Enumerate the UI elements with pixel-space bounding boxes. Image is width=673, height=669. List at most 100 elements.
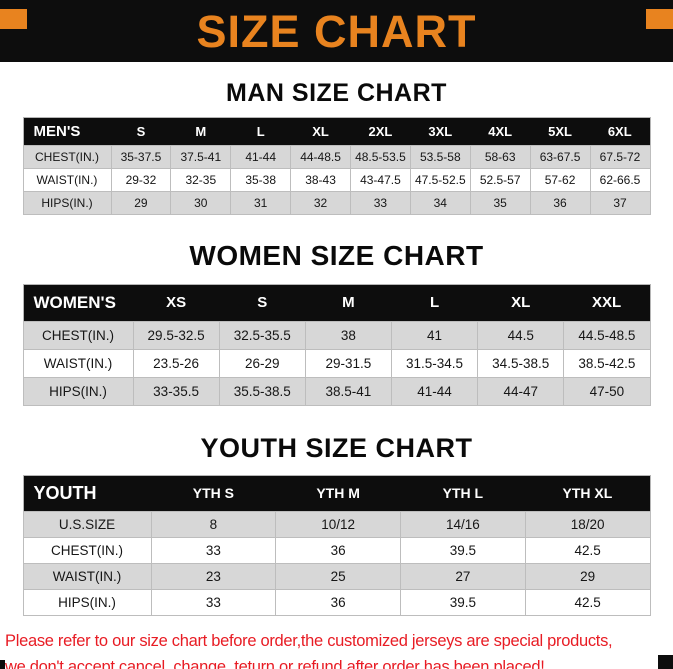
size-column-header: L [391, 284, 478, 322]
size-value-cell: 35 [469, 190, 531, 215]
size-value-cell: 33-35.5 [132, 376, 220, 406]
corner-accent-bottom-right [658, 655, 673, 669]
size-column-header: XS [133, 284, 220, 322]
table-row: WAIST(IN.) 29-32 32-35 35-38 38-43 43-47.5 47.… [22, 167, 651, 192]
size-value-cell: 41-44 [390, 376, 479, 406]
table-row: WAIST(IN.) 23.5-26 26-29 29-31.5 31.5-34.5 34… [22, 348, 651, 378]
size-value-cell: 57-62 [529, 167, 591, 192]
size-value-cell: 33 [150, 536, 277, 564]
row-label: HIPS(IN.) [22, 376, 134, 406]
row-label: WAIST(IN.) [22, 167, 112, 192]
size-column-header: S [111, 117, 171, 146]
size-value-cell: 44-48.5 [290, 144, 351, 169]
size-value-cell: 30 [170, 190, 232, 215]
row-label: WAIST(IN.) [22, 348, 134, 378]
women-size-section: WOMEN SIZE CHART WOMEN'S XS S M L XL XXL CHEST(… [0, 240, 673, 406]
size-value-cell: 67.5-72 [589, 144, 651, 169]
size-column-header: YTH XL [525, 475, 650, 512]
page-title: SIZE CHART [196, 5, 477, 57]
table-row: HIPS(IN.) 33 36 39.5 42.5 [22, 588, 651, 616]
size-value-cell: 62-66.5 [589, 167, 651, 192]
table-header-row: YOUTH YTH S YTH M YTH L YTH XL [23, 475, 650, 512]
table-header-row: MEN'S S M L XL 2XL 3XL 4XL 5XL 6XL [23, 117, 650, 146]
size-column-header: 5XL [530, 117, 590, 146]
size-value-cell: 44.5-48.5 [563, 320, 651, 350]
size-column-header: 6XL [590, 117, 650, 146]
size-value-cell: 36 [529, 190, 591, 215]
size-value-cell: 25 [275, 562, 401, 590]
size-value-cell: 35-37.5 [110, 144, 172, 169]
table-corner-header: MEN'S [23, 117, 111, 146]
size-value-cell: 33 [350, 190, 411, 215]
size-value-cell: 41-44 [230, 144, 292, 169]
size-value-cell: 23.5-26 [132, 348, 220, 378]
size-column-header: 4XL [470, 117, 531, 146]
size-value-cell: 44.5 [477, 320, 565, 350]
size-column-header: S [219, 284, 306, 322]
size-column-header: M [170, 117, 231, 146]
size-value-cell: 38.5-42.5 [563, 348, 651, 378]
table-row: CHEST(IN.) 29.5-32.5 32.5-35.5 38 41 44.5 44.5… [22, 320, 651, 350]
size-value-cell: 18/20 [524, 510, 651, 538]
women-size-table: WOMEN'S XS S M L XL XXL CHEST(IN.) 29.5-32.5 32.5… [22, 283, 651, 406]
table-corner-header: WOMEN'S [23, 284, 133, 322]
row-label: HIPS(IN.) [22, 190, 112, 215]
table-row: HIPS(IN.) 29 30 31 32 33 34 35 36 37 [22, 190, 651, 215]
size-value-cell: 23 [150, 562, 277, 590]
men-size-table: MEN'S S M L XL 2XL 3XL 4XL 5XL 6XL CHEST(IN.) 35-37… [22, 116, 651, 215]
size-value-cell: 26-29 [218, 348, 306, 378]
size-value-cell: 39.5 [400, 588, 526, 616]
size-column-header: YTH S [151, 475, 276, 512]
table-row: CHEST(IN.) 33 36 39.5 42.5 [22, 536, 651, 564]
size-value-cell: 43-47.5 [350, 167, 411, 192]
size-value-cell: 47.5-52.5 [409, 167, 471, 192]
size-value-cell: 29 [110, 190, 172, 215]
table-row: U.S.SIZE 8 10/12 14/16 18/20 [22, 510, 651, 538]
table-row: WAIST(IN.) 23 25 27 29 [22, 562, 651, 590]
size-value-cell: 44-47 [477, 376, 565, 406]
size-value-cell: 42.5 [524, 536, 651, 564]
corner-accent-top-right [646, 9, 673, 29]
size-column-header: L [230, 117, 291, 146]
size-value-cell: 37 [589, 190, 651, 215]
size-column-header: XXL [563, 284, 650, 322]
size-column-header: 2XL [350, 117, 411, 146]
size-value-cell: 29-31.5 [304, 348, 392, 378]
size-column-header: YTH M [275, 475, 401, 512]
table-row: CHEST(IN.) 35-37.5 37.5-41 41-44 44-48.5 48.5… [22, 144, 651, 169]
row-label: WAIST(IN.) [22, 562, 152, 590]
row-label: U.S.SIZE [22, 510, 152, 538]
table-corner-header: YOUTH [23, 475, 151, 512]
size-value-cell: 32 [290, 190, 351, 215]
corner-accent-top-left [0, 9, 27, 29]
size-value-cell: 42.5 [524, 588, 651, 616]
size-value-cell: 31.5-34.5 [390, 348, 479, 378]
size-value-cell: 27 [400, 562, 526, 590]
size-value-cell: 8 [150, 510, 277, 538]
size-column-header: 3XL [410, 117, 471, 146]
row-label: CHEST(IN.) [22, 144, 112, 169]
footer-note-line1: Please refer to our size chart before or… [5, 631, 613, 650]
youth-size-table: YOUTH YTH S YTH M YTH L YTH XL U.S.SIZE 8 10/12… [22, 474, 651, 616]
size-value-cell: 36 [275, 588, 401, 616]
men-size-section: MAN SIZE CHART MEN'S S M L XL 2XL 3XL 4XL 5XL 6XL… [0, 79, 673, 215]
size-column-header: XL [290, 117, 351, 146]
size-value-cell: 47-50 [563, 376, 651, 406]
size-value-cell: 38.5-41 [304, 376, 392, 406]
size-value-cell: 38 [304, 320, 392, 350]
table-row: HIPS(IN.) 33-35.5 35.5-38.5 38.5-41 41-44 44-… [22, 376, 651, 406]
size-value-cell: 29 [524, 562, 651, 590]
size-value-cell: 29.5-32.5 [132, 320, 220, 350]
youth-section-title: YOUTH SIZE CHART [200, 432, 473, 463]
footer-note-line2: we don't accept cancel, change, teturn o… [5, 657, 545, 669]
table-header-row: WOMEN'S XS S M L XL XXL [23, 284, 650, 322]
size-value-cell: 34 [409, 190, 471, 215]
row-label: HIPS(IN.) [22, 588, 152, 616]
header-banner: SIZE CHART [0, 0, 673, 62]
women-section-title: WOMEN SIZE CHART [189, 239, 484, 271]
size-value-cell: 38-43 [290, 167, 351, 192]
size-value-cell: 34.5-38.5 [477, 348, 565, 378]
size-value-cell: 48.5-53.5 [350, 144, 411, 169]
row-label: CHEST(IN.) [22, 320, 134, 350]
